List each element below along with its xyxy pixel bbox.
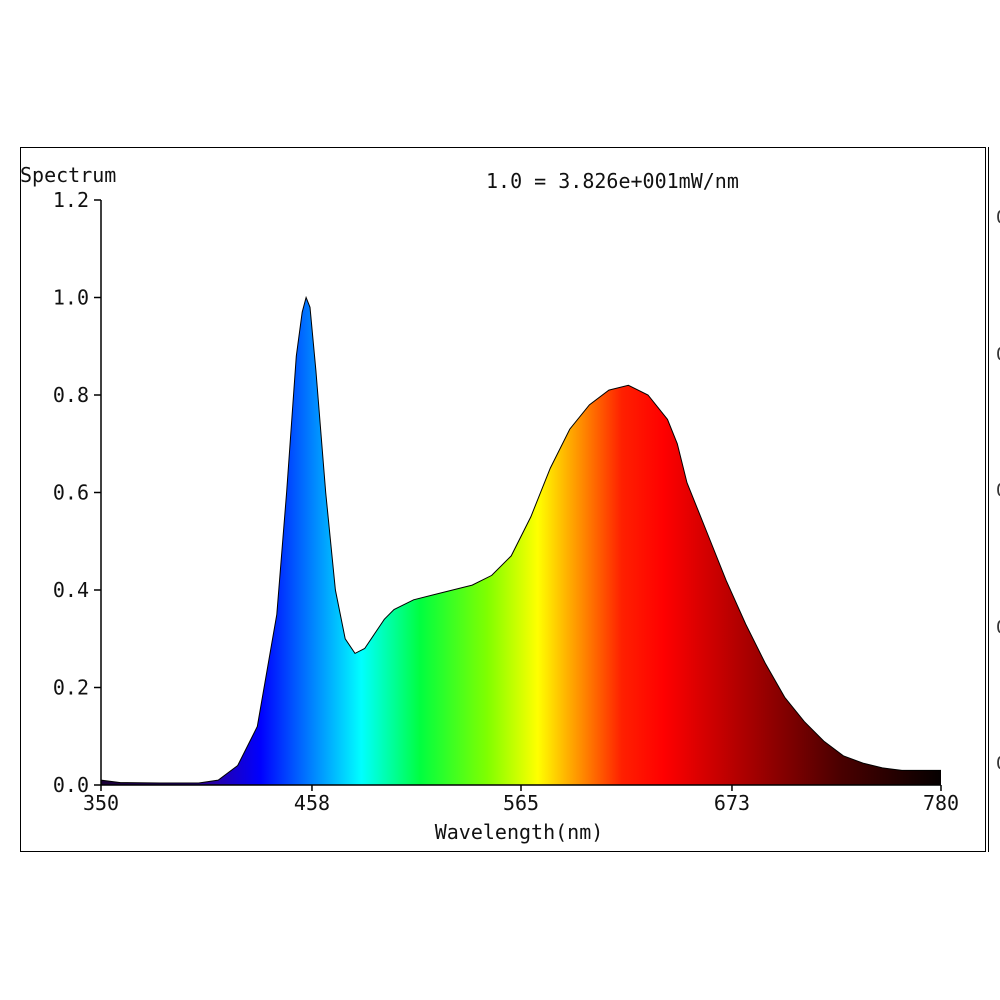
spectrum-area [101, 297, 941, 785]
x-tick-label: 673 [714, 791, 750, 815]
secondary-panel-tick: 0 [996, 753, 1000, 774]
plot-frame [20, 147, 986, 852]
secondary-panel-edge [988, 147, 1000, 852]
chart-title: Spectrum [20, 163, 116, 187]
x-tick-label: 458 [294, 791, 330, 815]
y-tick-label: 1.2 [53, 188, 89, 212]
x-tick-label: 350 [83, 791, 119, 815]
x-tick-label: 780 [923, 791, 959, 815]
y-tick-label: 0.0 [53, 773, 89, 797]
y-tick-label: 0.6 [53, 481, 89, 505]
secondary-panel-tick: 0 [996, 480, 1000, 501]
secondary-panel-tick: 0 [996, 617, 1000, 638]
y-tick-label: 0.8 [53, 383, 89, 407]
spectrum-line [100, 295, 941, 784]
y-tick-label: 1.0 [53, 286, 89, 310]
y-tick-label: 0.2 [53, 676, 89, 700]
y-tick-label: 0.4 [53, 578, 89, 602]
scale-annotation: 1.0 = 3.826e+001mW/nm [486, 169, 739, 193]
secondary-panel-tick: 0 [996, 344, 1000, 365]
secondary-panel-tick: 0 [996, 207, 1000, 228]
x-axis-label: Wavelength(nm) [435, 820, 604, 844]
x-tick-label: 565 [503, 791, 539, 815]
